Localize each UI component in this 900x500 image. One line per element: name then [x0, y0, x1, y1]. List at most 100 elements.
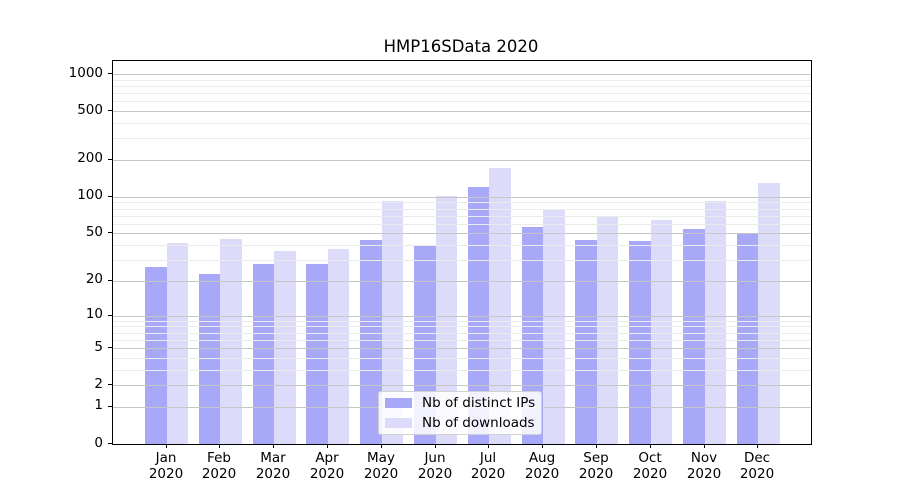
- y-tick-label: 1000: [68, 65, 103, 81]
- y-tick-label: 2: [94, 376, 103, 392]
- bar-nb-of-downloads-feb: [220, 238, 242, 444]
- x-tick-label: Nov 2020: [672, 450, 736, 482]
- x-tick-label: Jun 2020: [403, 450, 467, 482]
- x-tick-month: Oct: [638, 450, 662, 466]
- x-axis-tick: [542, 444, 543, 448]
- gridline-minor: [113, 86, 811, 87]
- x-axis-tick: [488, 444, 489, 448]
- gridline-minor: [113, 245, 811, 246]
- x-tick-label: Dec 2020: [725, 450, 789, 482]
- bar-nb-of-downloads-may: [381, 200, 404, 444]
- y-tick-label: 50: [85, 224, 103, 240]
- bar-nb-of-distinct-ips-dec: [736, 233, 759, 444]
- x-axis-tick: [435, 444, 436, 448]
- x-tick-year: 2020: [201, 466, 237, 482]
- y-axis-tick: [108, 347, 112, 348]
- x-tick-month: Mar: [260, 450, 286, 466]
- gridline-minor: [113, 80, 811, 81]
- y-tick-label: 5: [94, 339, 103, 355]
- bar-nb-of-downloads-nov: [704, 200, 726, 444]
- y-tick-label: 1: [94, 397, 103, 413]
- x-tick-month: Jan: [155, 450, 177, 466]
- y-axis-tick: [108, 443, 112, 444]
- gridline-major: [113, 74, 811, 75]
- x-tick-year: 2020: [686, 466, 722, 482]
- gridline-minor: [113, 224, 811, 225]
- gridline-major: [113, 281, 811, 282]
- x-tick-month: May: [367, 450, 395, 466]
- bar-nb-of-downloads-oct: [650, 219, 673, 444]
- y-tick-label: 10: [85, 306, 103, 322]
- bar-nb-of-distinct-ips-may: [360, 240, 382, 444]
- y-tick-label: 500: [77, 102, 103, 118]
- x-tick-month: Jun: [424, 450, 446, 466]
- x-axis-tick: [704, 444, 705, 448]
- y-axis-tick: [108, 110, 112, 111]
- y-axis-tick: [108, 196, 112, 197]
- y-tick-label: 200: [77, 150, 103, 166]
- x-tick-label: Feb 2020: [187, 450, 251, 482]
- gridline-minor: [113, 101, 811, 102]
- x-tick-label: Sep 2020: [564, 450, 628, 482]
- bar-nb-of-distinct-ips-apr: [306, 263, 328, 444]
- x-axis-tick: [166, 444, 167, 448]
- y-tick-label: 0: [94, 435, 103, 451]
- bar-nb-of-downloads-dec: [758, 182, 780, 444]
- x-tick-label: Aug 2020: [510, 450, 574, 482]
- legend-label: Nb of distinct IPs: [422, 394, 536, 411]
- x-tick-month: Jul: [479, 450, 497, 466]
- bar-nb-of-downloads-jul: [489, 168, 511, 444]
- y-axis-tick: [108, 406, 112, 407]
- gridline-minor: [113, 260, 811, 261]
- gridline-minor: [113, 123, 811, 124]
- gridline-minor: [113, 216, 811, 217]
- bar-nb-of-distinct-ips-sep: [575, 240, 597, 444]
- x-tick-month: Aug: [528, 450, 556, 466]
- gridline-minor: [113, 340, 811, 341]
- x-axis-tick: [327, 444, 328, 448]
- x-axis-tick: [219, 444, 220, 448]
- gridline-minor: [113, 333, 811, 334]
- x-axis-tick: [273, 444, 274, 448]
- x-tick-month: Sep: [583, 450, 609, 466]
- bar-nb-of-downloads-mar: [274, 250, 296, 444]
- bar-nb-of-downloads-sep: [596, 217, 619, 444]
- gridline-major: [113, 160, 811, 161]
- x-tick-year: 2020: [632, 466, 668, 482]
- gridline-major: [113, 197, 811, 198]
- x-tick-year: 2020: [578, 466, 614, 482]
- plot-area: [112, 60, 812, 445]
- legend-row: Nb of downloads: [385, 415, 535, 432]
- x-tick-month: Nov: [690, 450, 718, 466]
- x-axis-tick: [650, 444, 651, 448]
- plot-canvas: [113, 61, 811, 444]
- gridline-minor: [113, 326, 811, 327]
- x-axis-tick: [757, 444, 758, 448]
- gridline-major: [113, 385, 811, 386]
- gridline-minor: [113, 321, 811, 322]
- x-tick-year: 2020: [417, 466, 453, 482]
- x-tick-year: 2020: [309, 466, 345, 482]
- y-axis-tick: [108, 280, 112, 281]
- x-tick-year: 2020: [363, 466, 399, 482]
- x-tick-label: Oct 2020: [618, 450, 682, 482]
- bar-nb-of-downloads-jun: [435, 195, 457, 444]
- x-axis-tick: [381, 444, 382, 448]
- x-tick-year: 2020: [524, 466, 560, 482]
- x-tick-label: Jan 2020: [134, 450, 198, 482]
- bar-nb-of-downloads-jan: [166, 242, 188, 444]
- gridline-major: [113, 348, 811, 349]
- gridline-major: [113, 316, 811, 317]
- legend: Nb of distinct IPs Nb of downloads: [378, 391, 542, 435]
- gridline-minor: [113, 138, 811, 139]
- x-tick-year: 2020: [148, 466, 184, 482]
- x-tick-label: Apr 2020: [295, 450, 359, 482]
- y-axis-tick: [108, 315, 112, 316]
- x-tick-year: 2020: [739, 466, 775, 482]
- bar-nb-of-downloads-apr: [327, 249, 350, 444]
- gridline-minor: [113, 93, 811, 94]
- x-tick-year: 2020: [470, 466, 506, 482]
- legend-row: Nb of distinct IPs: [385, 395, 535, 412]
- gridline-major: [113, 111, 811, 112]
